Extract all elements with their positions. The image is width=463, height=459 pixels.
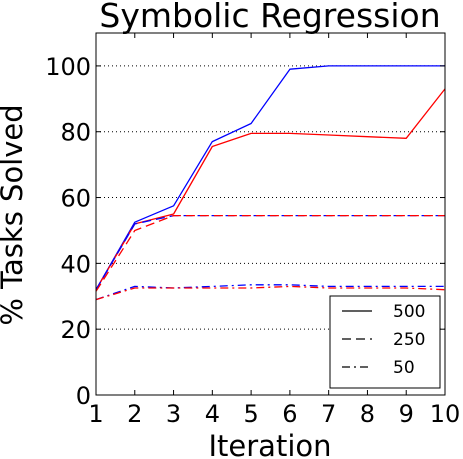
x-tick-label: 9 (399, 400, 414, 428)
x-tick-label: 1 (88, 400, 103, 428)
legend-label: 500 (393, 302, 425, 322)
y-tick-label: 20 (60, 316, 91, 344)
x-tick-label: 5 (243, 400, 258, 428)
y-tick-label: 40 (60, 250, 91, 278)
series-line (95, 285, 446, 301)
series-line (95, 284, 445, 301)
chart-title: Symbolic Regression (99, 0, 440, 35)
legend: 500 250 50 (329, 295, 441, 389)
y-tick-label: 100 (45, 53, 91, 81)
plot-frame (95, 32, 446, 396)
y-tick-label: 60 (60, 185, 91, 213)
series-line (95, 214, 445, 292)
y-tick-label: 80 (60, 119, 91, 147)
y-axis-label: % Tasks Solved (0, 104, 29, 325)
x-tick-label: 8 (360, 400, 375, 428)
series-line (95, 88, 446, 291)
x-tick-label: 6 (282, 400, 297, 428)
x-tick-label: 2 (127, 400, 142, 428)
x-axis-label: Iteration (208, 429, 331, 459)
series-line (95, 65, 445, 291)
x-tick-label: 3 (166, 400, 181, 428)
series-line (95, 214, 445, 291)
legend-label: 250 (393, 330, 425, 350)
y-tick-label: 0 (76, 382, 91, 410)
grid-layer (96, 65, 445, 330)
x-tick-label: 4 (205, 400, 220, 428)
legend-label: 50 (393, 358, 415, 378)
x-tick-label: 7 (321, 400, 336, 428)
x-tick-label: 10 (430, 400, 461, 428)
series-layer (95, 65, 446, 301)
